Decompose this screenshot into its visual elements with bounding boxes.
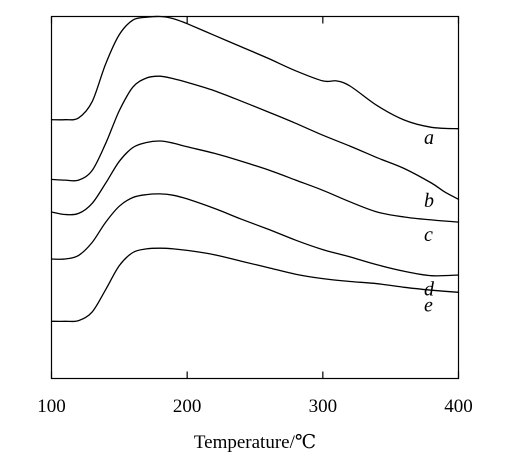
x-axis-tick-labels: 100 200 300 400 [37,396,473,417]
series-label-b: b [424,190,434,212]
series-label-c: c [424,224,433,246]
x-axis-ticks [50,16,460,379]
x-tick-label-400: 400 [444,396,473,417]
series-curve-d [50,193,460,277]
plot-frame [50,15,460,380]
series-label-a: a [424,127,434,149]
series-label-e: e [424,294,433,316]
x-tick-label-200: 200 [173,396,202,417]
series-label-d: d [424,278,435,300]
series-labels: a bc de [424,127,435,316]
series-curve-c [50,140,460,223]
series-curve-a [50,15,460,130]
x-tick-label-300: 300 [309,396,338,417]
series-curve-b [50,75,460,200]
x-tick-label-100: 100 [37,396,66,417]
series-curve-e [50,247,460,323]
x-axis-label: Temperature/℃ [194,432,316,453]
series-curves [50,15,460,323]
